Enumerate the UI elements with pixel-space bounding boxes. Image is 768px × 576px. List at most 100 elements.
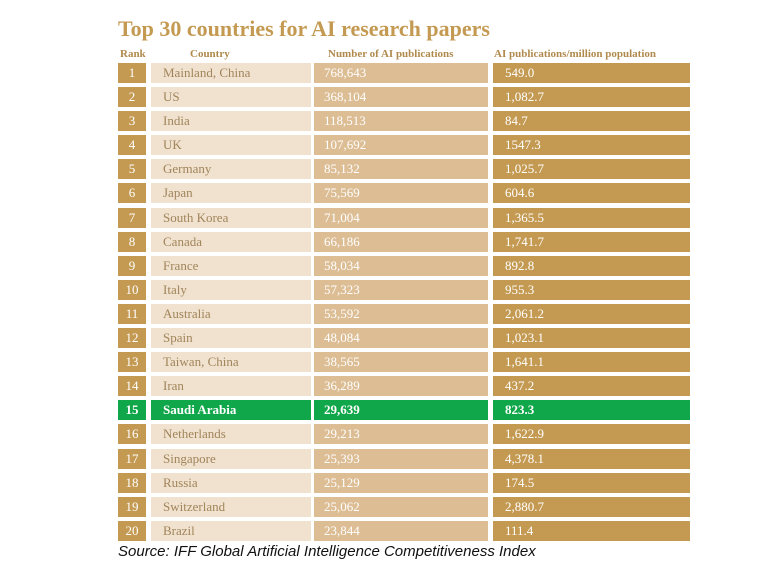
table-row: 16 Netherlands 29,213 1,622.9 bbox=[118, 424, 690, 445]
per-million-cell: 955.3 bbox=[493, 279, 690, 300]
per-million-cell: 2,061.2 bbox=[493, 303, 690, 324]
table-row: 15 Saudi Arabia 29,639 823.3 bbox=[118, 400, 690, 421]
rank-cell: 15 bbox=[118, 400, 146, 421]
rank-cell: 20 bbox=[118, 520, 146, 541]
rank-cell: 17 bbox=[118, 448, 146, 469]
country-cell: Italy bbox=[151, 279, 311, 300]
header-per-million: AI publications/million population bbox=[494, 48, 656, 60]
per-million-cell: 1,622.9 bbox=[493, 424, 690, 445]
table-row: 4 UK 107,692 1547.3 bbox=[118, 135, 690, 156]
country-cell: Netherlands bbox=[151, 424, 311, 445]
per-million-cell: 549.0 bbox=[493, 63, 690, 83]
per-million-cell: 1,741.7 bbox=[493, 231, 690, 252]
country-cell: Saudi Arabia bbox=[151, 400, 311, 421]
per-million-cell: 1,025.7 bbox=[493, 159, 690, 180]
country-cell: India bbox=[151, 111, 311, 132]
ranking-table: 1 Mainland, China 768,643 549.0 2 US 368,104 1,… bbox=[118, 63, 690, 545]
publications-cell: 118,513 bbox=[314, 111, 488, 132]
header-rank: Rank bbox=[120, 48, 146, 60]
publications-cell: 85,132 bbox=[314, 159, 488, 180]
per-million-cell: 1,641.1 bbox=[493, 352, 690, 373]
page-title: Top 30 countries for AI research papers bbox=[118, 16, 490, 41]
rank-cell: 1 bbox=[118, 63, 146, 83]
per-million-cell: 111.4 bbox=[493, 520, 690, 541]
country-cell: Taiwan, China bbox=[151, 352, 311, 373]
per-million-cell: 1547.3 bbox=[493, 135, 690, 156]
per-million-cell: 2,880.7 bbox=[493, 496, 690, 517]
publications-cell: 58,034 bbox=[314, 255, 488, 276]
rank-cell: 16 bbox=[118, 424, 146, 445]
per-million-cell: 823.3 bbox=[493, 400, 690, 421]
country-cell: UK bbox=[151, 135, 311, 156]
publications-cell: 768,643 bbox=[314, 63, 488, 83]
rank-cell: 9 bbox=[118, 255, 146, 276]
publications-cell: 368,104 bbox=[314, 87, 488, 108]
publications-cell: 36,289 bbox=[314, 376, 488, 397]
per-million-cell: 1,365.5 bbox=[493, 207, 690, 228]
publications-cell: 71,004 bbox=[314, 207, 488, 228]
table-row: 12 Spain 48,084 1,023.1 bbox=[118, 328, 690, 349]
table-row: 17 Singapore 25,393 4,378.1 bbox=[118, 448, 690, 469]
table-row: 3 India 118,513 84.7 bbox=[118, 111, 690, 132]
rank-cell: 7 bbox=[118, 207, 146, 228]
table-row: 14 Iran 36,289 437.2 bbox=[118, 376, 690, 397]
table-row: 2 US 368,104 1,082.7 bbox=[118, 87, 690, 108]
table-row: 8 Canada 66,186 1,741.7 bbox=[118, 231, 690, 252]
rank-cell: 4 bbox=[118, 135, 146, 156]
country-cell: Germany bbox=[151, 159, 311, 180]
rank-cell: 6 bbox=[118, 183, 146, 204]
rank-cell: 11 bbox=[118, 303, 146, 324]
table-row: 19 Switzerland 25,062 2,880.7 bbox=[118, 496, 690, 517]
publications-cell: 38,565 bbox=[314, 352, 488, 373]
table-row: 9 France 58,034 892.8 bbox=[118, 255, 690, 276]
header-country: Country bbox=[190, 48, 230, 60]
rank-cell: 14 bbox=[118, 376, 146, 397]
publications-cell: 23,844 bbox=[314, 520, 488, 541]
country-cell: South Korea bbox=[151, 207, 311, 228]
publications-cell: 107,692 bbox=[314, 135, 488, 156]
table-row: 18 Russia 25,129 174.5 bbox=[118, 472, 690, 493]
publications-cell: 25,062 bbox=[314, 496, 488, 517]
country-cell: Australia bbox=[151, 303, 311, 324]
country-cell: Singapore bbox=[151, 448, 311, 469]
per-million-cell: 174.5 bbox=[493, 472, 690, 493]
table-row: 6 Japan 75,569 604.6 bbox=[118, 183, 690, 204]
publications-cell: 29,213 bbox=[314, 424, 488, 445]
table-row: 13 Taiwan, China 38,565 1,641.1 bbox=[118, 352, 690, 373]
country-cell: US bbox=[151, 87, 311, 108]
country-cell: Mainland, China bbox=[151, 63, 311, 83]
per-million-cell: 892.8 bbox=[493, 255, 690, 276]
per-million-cell: 437.2 bbox=[493, 376, 690, 397]
table-row: 20 Brazil 23,844 111.4 bbox=[118, 520, 690, 541]
per-million-cell: 4,378.1 bbox=[493, 448, 690, 469]
rank-cell: 18 bbox=[118, 472, 146, 493]
country-cell: Spain bbox=[151, 328, 311, 349]
table-row: 7 South Korea 71,004 1,365.5 bbox=[118, 207, 690, 228]
publications-cell: 29,639 bbox=[314, 400, 488, 421]
table-row: 11 Australia 53,592 2,061.2 bbox=[118, 303, 690, 324]
country-cell: Brazil bbox=[151, 520, 311, 541]
country-cell: Russia bbox=[151, 472, 311, 493]
country-cell: France bbox=[151, 255, 311, 276]
table-header: Rank Country Number of AI publications A… bbox=[118, 48, 690, 62]
rank-cell: 19 bbox=[118, 496, 146, 517]
table-row: 5 Germany 85,132 1,025.7 bbox=[118, 159, 690, 180]
header-publications: Number of AI publications bbox=[328, 48, 454, 60]
publications-cell: 53,592 bbox=[314, 303, 488, 324]
publications-cell: 25,129 bbox=[314, 472, 488, 493]
country-cell: Iran bbox=[151, 376, 311, 397]
rank-cell: 3 bbox=[118, 111, 146, 132]
per-million-cell: 1,082.7 bbox=[493, 87, 690, 108]
per-million-cell: 604.6 bbox=[493, 183, 690, 204]
country-cell: Japan bbox=[151, 183, 311, 204]
per-million-cell: 84.7 bbox=[493, 111, 690, 132]
table-row: 10 Italy 57,323 955.3 bbox=[118, 279, 690, 300]
publications-cell: 57,323 bbox=[314, 279, 488, 300]
rank-cell: 5 bbox=[118, 159, 146, 180]
publications-cell: 25,393 bbox=[314, 448, 488, 469]
country-cell: Canada bbox=[151, 231, 311, 252]
publications-cell: 66,186 bbox=[314, 231, 488, 252]
country-cell: Switzerland bbox=[151, 496, 311, 517]
publications-cell: 75,569 bbox=[314, 183, 488, 204]
rank-cell: 2 bbox=[118, 87, 146, 108]
